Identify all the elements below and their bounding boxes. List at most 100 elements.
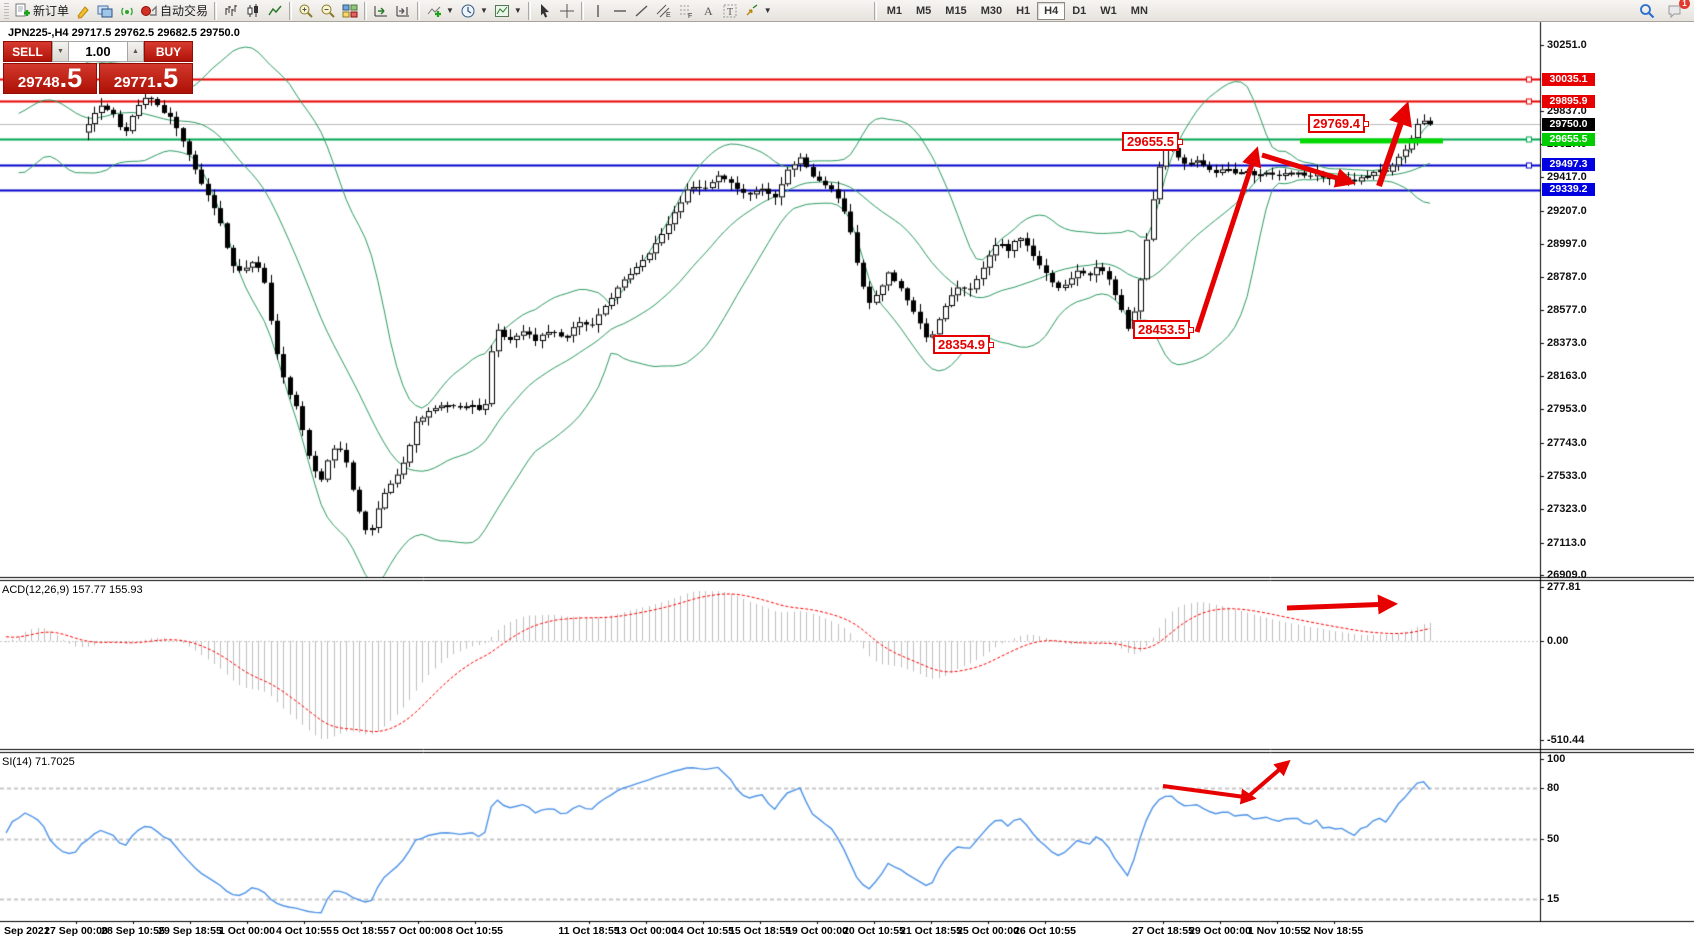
zoom-out-button[interactable] [317,1,339,21]
time-axis-label: 27 Oct 18:55 [1132,925,1194,937]
bar-chart-button[interactable] [220,1,242,21]
zoom-in-button[interactable] [295,1,317,21]
zoom-in-icon [299,4,313,18]
chart-shift-button[interactable] [392,1,414,21]
timeframe-M30[interactable]: M30 [974,2,1009,20]
profiles-button[interactable] [94,1,116,21]
vertical-line-button[interactable] [587,1,609,21]
indicators-dropdown-button[interactable]: ▼ [423,1,457,21]
timeframe-D1[interactable]: D1 [1065,2,1093,20]
timeframe-H4[interactable]: H4 [1037,1,1066,20]
main-toolbar: 新订单 自动交易 [0,0,1694,22]
crayon-button[interactable] [72,1,94,21]
one-click-price-row: 29748.5 29771.5 [3,63,193,94]
macd-axis-label: -510.44 [1547,734,1585,747]
volume-input[interactable] [69,41,127,62]
notifications-button[interactable]: 1 [1664,0,1690,21]
candlestick-button[interactable] [242,1,264,21]
price-axis-tick: 30251.0 [1547,39,1587,51]
clock-icon [461,4,475,17]
price-annotation[interactable]: 28453.5 [1133,320,1194,339]
search-button[interactable] [1636,1,1658,21]
fibonacci-button[interactable]: F [675,1,697,21]
crosshair-button[interactable] [556,1,578,21]
text-button[interactable]: A [697,1,719,21]
arrows-dropdown-button[interactable]: ▼ [741,1,775,21]
time-axis-label: 13 Oct 00:00 [615,925,677,937]
equidistant-channel-button[interactable]: E [653,1,675,21]
text-icon: A [704,4,713,18]
arrow-objects-icon [746,3,758,15]
trendline-button[interactable] [631,1,653,21]
volume-increase-button[interactable]: ▲ [127,41,144,62]
one-click-top-row: SELL ▼ ▲ BUY [3,41,193,62]
text-label-icon: T [723,4,737,18]
volume-decrease-button[interactable]: ▼ [52,41,69,62]
price-axis-tick: 26909.0 [1547,569,1587,581]
autotrading-button[interactable]: 自动交易 [138,1,211,21]
price-line-badge: 29750.0 [1542,117,1595,131]
price-line-badge: 29339.2 [1542,183,1595,197]
timeframe-group: M1 M5 M15 M30 H1 H4 D1 W1 MN [880,1,1155,20]
templates-dropdown-button[interactable]: ▼ [491,1,525,21]
auto-scroll-button[interactable] [370,1,392,21]
panel-divider-macd-rsi[interactable] [0,748,1694,754]
vertical-line-icon [597,4,599,17]
sell-price-display[interactable]: 29748.5 [3,63,97,94]
price-line-badge: 30035.1 [1542,72,1595,86]
tile-windows-icon [342,4,358,17]
panel-divider-main-macd[interactable] [0,576,1694,582]
buy-button[interactable]: BUY [144,41,193,62]
svg-text:A: A [704,4,713,18]
autotrading-icon [141,4,157,16]
buy-price-main: 29771 [113,74,156,91]
sell-button[interactable]: SELL [3,41,52,62]
equidistant-channel-icon: E [656,4,671,19]
timeframe-MN[interactable]: MN [1124,2,1155,20]
time-axis-label: 20 Oct 10:55 [843,925,905,937]
toolbar-separator [527,1,531,20]
text-label-button[interactable]: T [719,1,741,21]
toolbar-separator [214,1,218,20]
signal-button[interactable] [116,1,138,21]
chart-title: JPN225-,H4 29717.5 29762.5 29682.5 29750… [8,27,240,39]
new-order-icon [15,3,30,16]
timeframe-H1[interactable]: H1 [1009,2,1037,20]
time-axis-label: 29 Sep 18:55 [158,925,222,937]
price-axis-tick: 27533.0 [1547,470,1587,483]
dropdown-caret: ▼ [446,6,454,15]
indicators-icon [427,6,442,17]
time-axis-label: 21 Oct 18:55 [900,925,962,937]
periods-dropdown-button[interactable]: ▼ [457,1,491,21]
toolbar-separator [580,1,584,20]
bar-chart-icon [225,4,238,16]
toolbar-separator [289,1,293,20]
time-axis-label: 19 Oct 00:00 [786,925,848,937]
time-axis-label: 4 Oct 10:55 [275,925,333,937]
timeframe-M5[interactable]: M5 [909,2,938,20]
new-order-button[interactable]: 新订单 [11,1,72,21]
horizontal-line-button[interactable] [609,1,631,21]
price-annotation[interactable]: 29769.4 [1308,114,1369,133]
tile-windows-button[interactable] [339,1,361,21]
buy-price-display[interactable]: 29771.5 [99,63,193,94]
timeframe-W1[interactable]: W1 [1093,2,1124,20]
timeframe-M1[interactable]: M1 [880,2,909,20]
price-axis-tick: 28373.0 [1547,336,1587,349]
svg-text:F: F [688,13,692,20]
price-axis-tick: 27743.0 [1547,436,1587,449]
crayon-icon [77,5,89,19]
horizontal-line-icon [613,9,626,12]
time-axis-label: 28 Sep 10:55 [101,925,165,937]
price-annotation[interactable]: 28354.9 [933,335,994,354]
timeframe-M15[interactable]: M15 [938,2,973,20]
price-axis-tick: 29207.0 [1547,204,1587,217]
time-axis-label: 8 Oct 10:55 [446,925,504,937]
cursor-button[interactable] [534,1,556,21]
price-annotation[interactable]: 29655.5 [1122,132,1183,151]
toolbar-grip[interactable] [4,2,9,19]
trendline-icon [635,4,648,17]
line-chart-button[interactable] [264,1,286,21]
